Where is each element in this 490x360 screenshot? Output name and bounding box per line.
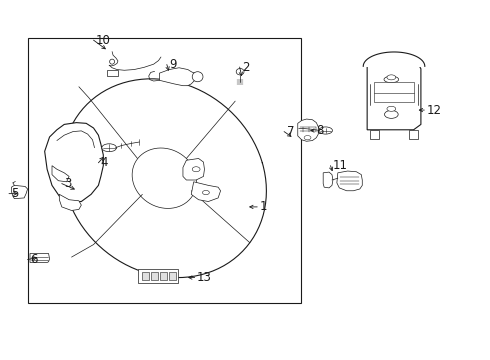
Text: 9: 9 xyxy=(169,58,177,71)
Ellipse shape xyxy=(110,59,115,64)
Ellipse shape xyxy=(387,106,396,111)
Polygon shape xyxy=(59,194,81,211)
Text: 5: 5 xyxy=(11,187,19,200)
Ellipse shape xyxy=(304,135,311,140)
Polygon shape xyxy=(183,158,204,180)
Text: 2: 2 xyxy=(242,60,249,73)
Ellipse shape xyxy=(202,190,209,195)
Bar xyxy=(27,39,301,303)
Ellipse shape xyxy=(192,72,203,82)
Text: 13: 13 xyxy=(197,271,212,284)
Ellipse shape xyxy=(387,75,396,80)
Polygon shape xyxy=(367,60,421,130)
Bar xyxy=(169,272,175,280)
Polygon shape xyxy=(30,253,49,262)
Ellipse shape xyxy=(102,144,117,152)
Text: 3: 3 xyxy=(64,177,72,190)
Text: 1: 1 xyxy=(260,201,267,213)
Text: 6: 6 xyxy=(30,253,38,266)
Polygon shape xyxy=(191,182,220,202)
Polygon shape xyxy=(62,79,267,278)
Bar xyxy=(151,272,158,280)
Bar xyxy=(160,272,167,280)
Bar xyxy=(143,272,149,280)
Ellipse shape xyxy=(192,167,200,172)
Text: 8: 8 xyxy=(316,124,323,137)
Bar xyxy=(374,82,414,102)
Polygon shape xyxy=(323,172,333,188)
Polygon shape xyxy=(45,123,103,202)
Polygon shape xyxy=(369,130,379,139)
Bar xyxy=(139,269,177,283)
Text: 12: 12 xyxy=(427,104,442,117)
Ellipse shape xyxy=(384,76,399,83)
Text: 10: 10 xyxy=(96,33,111,47)
Ellipse shape xyxy=(319,127,332,134)
Text: 4: 4 xyxy=(101,156,108,169)
Polygon shape xyxy=(337,171,362,191)
Polygon shape xyxy=(11,185,27,199)
Polygon shape xyxy=(363,52,425,66)
Polygon shape xyxy=(409,130,418,139)
Polygon shape xyxy=(52,166,69,182)
Ellipse shape xyxy=(385,111,398,118)
Bar xyxy=(107,70,118,76)
Ellipse shape xyxy=(236,68,244,75)
Text: 7: 7 xyxy=(287,125,294,138)
Polygon shape xyxy=(298,119,319,141)
Text: 11: 11 xyxy=(333,159,348,172)
Polygon shape xyxy=(159,68,195,86)
